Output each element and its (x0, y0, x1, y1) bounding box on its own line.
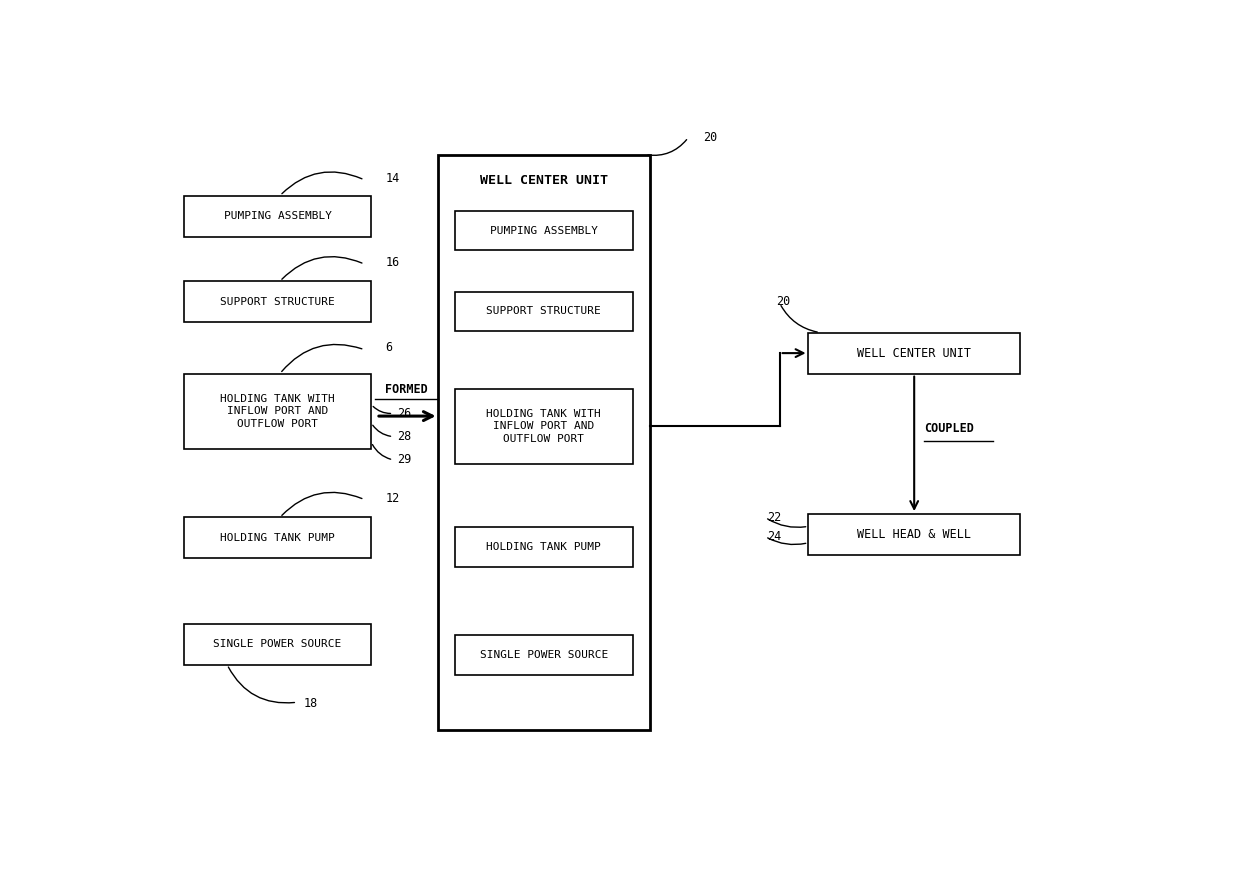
Text: 18: 18 (304, 697, 319, 710)
Text: HOLDING TANK PUMP: HOLDING TANK PUMP (221, 533, 335, 543)
Text: 29: 29 (397, 453, 412, 467)
FancyBboxPatch shape (184, 517, 371, 558)
Text: WELL HEAD & WELL: WELL HEAD & WELL (857, 528, 971, 541)
Text: HOLDING TANK PUMP: HOLDING TANK PUMP (486, 541, 601, 552)
Text: 20: 20 (776, 295, 790, 308)
FancyBboxPatch shape (455, 527, 632, 566)
Text: WELL CENTER UNIT: WELL CENTER UNIT (857, 347, 971, 360)
Text: HOLDING TANK WITH
INFLOW PORT AND
OUTFLOW PORT: HOLDING TANK WITH INFLOW PORT AND OUTFLO… (221, 394, 335, 428)
Text: 16: 16 (386, 255, 399, 268)
Text: SUPPORT STRUCTURE: SUPPORT STRUCTURE (221, 297, 335, 307)
Text: HOLDING TANK WITH
INFLOW PORT AND
OUTFLOW PORT: HOLDING TANK WITH INFLOW PORT AND OUTFLO… (486, 409, 601, 444)
Text: SUPPORT STRUCTURE: SUPPORT STRUCTURE (486, 307, 601, 316)
FancyBboxPatch shape (455, 292, 632, 332)
Text: SINGLE POWER SOURCE: SINGLE POWER SOURCE (480, 650, 608, 660)
Text: PUMPING ASSEMBLY: PUMPING ASSEMBLY (223, 212, 331, 221)
FancyBboxPatch shape (184, 623, 371, 665)
Text: FORMED: FORMED (386, 382, 428, 396)
Text: 26: 26 (397, 407, 412, 420)
Text: 20: 20 (703, 131, 717, 144)
FancyBboxPatch shape (455, 211, 632, 251)
Text: 12: 12 (386, 492, 399, 505)
Text: COUPLED: COUPLED (924, 422, 973, 435)
FancyBboxPatch shape (808, 514, 1019, 555)
Text: WELL CENTER UNIT: WELL CENTER UNIT (480, 174, 608, 187)
Text: 24: 24 (768, 530, 781, 543)
FancyBboxPatch shape (184, 281, 371, 323)
FancyBboxPatch shape (808, 332, 1019, 373)
Text: 28: 28 (397, 430, 412, 443)
Text: 22: 22 (768, 511, 781, 524)
FancyBboxPatch shape (184, 196, 371, 236)
FancyBboxPatch shape (455, 388, 632, 464)
Text: 6: 6 (386, 341, 393, 354)
FancyBboxPatch shape (455, 635, 632, 675)
Text: SINGLE POWER SOURCE: SINGLE POWER SOURCE (213, 639, 342, 649)
FancyBboxPatch shape (439, 155, 650, 730)
Text: PUMPING ASSEMBLY: PUMPING ASSEMBLY (490, 226, 598, 236)
Text: 14: 14 (386, 172, 399, 185)
FancyBboxPatch shape (184, 373, 371, 449)
